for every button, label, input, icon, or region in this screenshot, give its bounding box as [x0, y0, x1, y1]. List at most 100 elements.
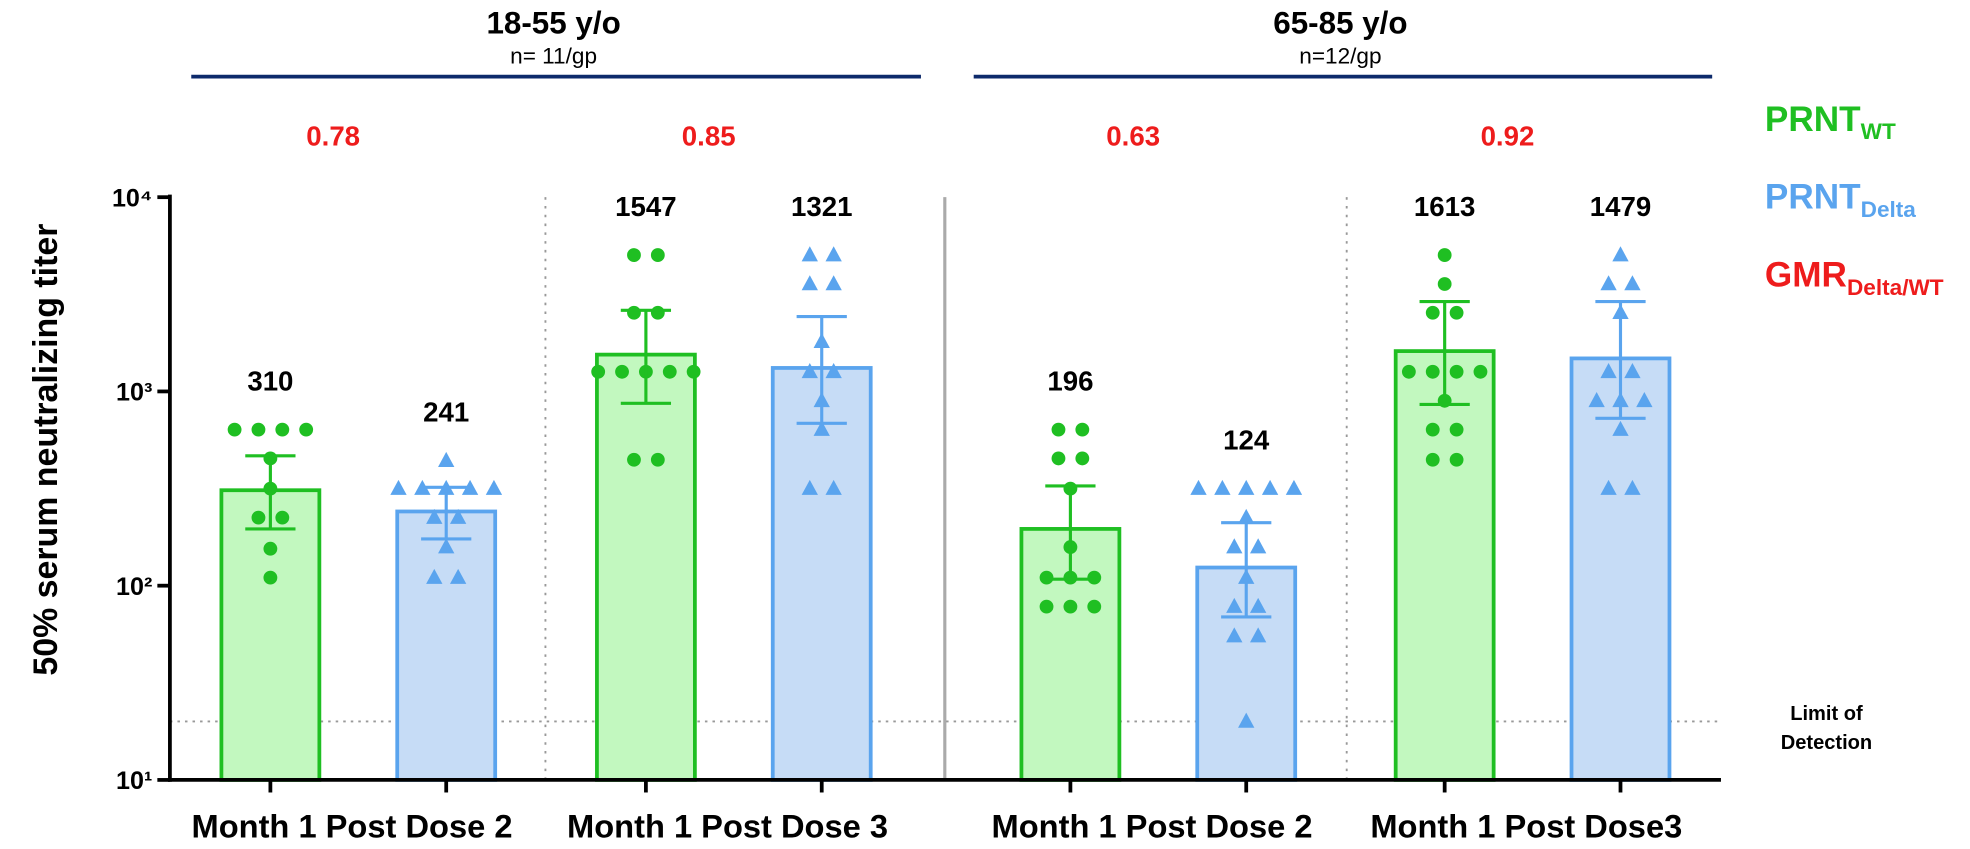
point: [1600, 363, 1617, 379]
legend-name: PRNT: [1765, 178, 1861, 217]
point: [1600, 275, 1617, 291]
point: [390, 479, 407, 495]
point: [1249, 627, 1267, 643]
point: [1238, 712, 1255, 728]
value-label: 310: [247, 365, 293, 396]
point: [650, 305, 665, 320]
x-tick-label: Month 1 Post Dose 3: [567, 808, 888, 845]
point: [449, 508, 467, 524]
point: [1226, 597, 1243, 613]
point: [1624, 363, 1641, 379]
legend-entry: GMRDelta/WT: [1765, 256, 1944, 300]
point: [801, 246, 818, 262]
point: [275, 422, 290, 437]
point: [825, 363, 842, 379]
value-label: 1321: [791, 191, 852, 222]
point: [1261, 479, 1279, 495]
point: [1401, 364, 1416, 379]
bar: [1393, 349, 1496, 782]
point: [1249, 597, 1267, 613]
lod-label: Limit of: [1790, 703, 1863, 725]
point: [263, 541, 278, 556]
legend-subscript: Delta/WT: [1847, 275, 1944, 300]
point: [1249, 538, 1267, 554]
point: [1075, 422, 1090, 437]
group-subtitle: n=12/gp: [1299, 44, 1381, 69]
x-tick-label: Month 1 Post Dose 2: [192, 808, 513, 845]
point: [1214, 479, 1231, 495]
lod-label: Detection: [1781, 732, 1872, 754]
value-label: 1613: [1414, 191, 1475, 222]
point: [627, 305, 641, 320]
y-tick-label: 10⁴: [112, 184, 152, 212]
y-tick-label: 10¹: [116, 767, 152, 795]
point: [1226, 538, 1243, 554]
point: [1075, 451, 1090, 466]
point: [1039, 599, 1054, 614]
point: [1425, 452, 1440, 467]
gmr-label: 0.63: [1106, 120, 1160, 151]
point: [801, 275, 818, 291]
group-title: 18-55 y/o: [486, 5, 620, 40]
point: [251, 422, 266, 437]
point: [1051, 451, 1066, 466]
y-tick-label: 10²: [116, 573, 152, 601]
legend-entry: PRNTWT: [1765, 100, 1896, 144]
gmr-label: 0.78: [306, 120, 360, 151]
point: [1238, 479, 1255, 495]
value-label: 1479: [1590, 191, 1651, 222]
point: [1588, 391, 1605, 408]
point: [813, 420, 830, 436]
value-label: 124: [1223, 424, 1270, 455]
point: [275, 510, 290, 525]
group-title: 65-85 y/o: [1273, 5, 1407, 40]
point: [227, 422, 242, 437]
point: [1226, 627, 1243, 643]
point: [1636, 391, 1653, 408]
point: [438, 538, 455, 554]
point: [251, 510, 266, 525]
point: [801, 363, 818, 379]
bar: [595, 352, 697, 782]
point: [1449, 305, 1464, 320]
value-label: 241: [423, 397, 469, 428]
point: [1425, 422, 1440, 437]
point: [686, 364, 701, 379]
point: [1624, 275, 1641, 291]
point: [650, 248, 665, 262]
point: [1190, 479, 1207, 495]
point: [627, 248, 641, 262]
point: [1473, 364, 1488, 379]
y-tick-label: 10³: [116, 379, 152, 407]
point: [1425, 364, 1440, 379]
point: [662, 364, 677, 379]
point: [1449, 452, 1464, 467]
legend-subscript: WT: [1861, 119, 1896, 144]
point: [1238, 508, 1255, 524]
legend-entry: PRNTDelta: [1765, 178, 1916, 222]
point: [825, 479, 842, 495]
x-tick-label: Month 1 Post Dose3: [1370, 808, 1682, 845]
point: [1285, 479, 1303, 495]
point: [1449, 422, 1464, 437]
point: [615, 364, 629, 379]
point: [1437, 277, 1452, 291]
gmr-label: 0.92: [1481, 120, 1535, 151]
point: [1051, 422, 1066, 437]
group-subtitle: n= 11/gp: [510, 44, 597, 69]
point: [438, 451, 455, 467]
point: [591, 364, 606, 379]
point: [1600, 479, 1617, 495]
legend-subscript: Delta: [1861, 197, 1917, 222]
point: [299, 422, 314, 437]
x-tick-label: Month 1 Post Dose 2: [992, 808, 1313, 845]
point: [1437, 248, 1452, 262]
value-label: 196: [1047, 365, 1093, 396]
legend-name: PRNT: [1765, 100, 1861, 139]
gmr-label: 0.85: [682, 120, 736, 151]
point: [426, 508, 443, 524]
point: [825, 246, 842, 262]
point: [627, 452, 641, 467]
